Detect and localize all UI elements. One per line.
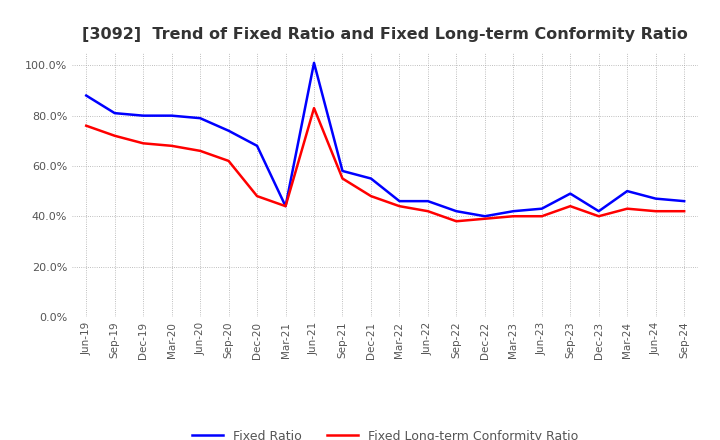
Fixed Long-term Conformity Ratio bbox=[595, 213, 603, 219]
Fixed Ratio bbox=[652, 196, 660, 201]
Fixed Long-term Conformity Ratio bbox=[338, 176, 347, 181]
Fixed Ratio bbox=[253, 143, 261, 148]
Fixed Long-term Conformity Ratio bbox=[680, 209, 688, 214]
Fixed Ratio bbox=[196, 116, 204, 121]
Title: [3092]  Trend of Fixed Ratio and Fixed Long-term Conformity Ratio: [3092] Trend of Fixed Ratio and Fixed Lo… bbox=[82, 27, 688, 42]
Fixed Long-term Conformity Ratio bbox=[225, 158, 233, 164]
Fixed Ratio bbox=[338, 169, 347, 174]
Fixed Long-term Conformity Ratio bbox=[82, 123, 91, 128]
Fixed Long-term Conformity Ratio bbox=[282, 204, 290, 209]
Fixed Long-term Conformity Ratio bbox=[452, 219, 461, 224]
Line: Fixed Ratio: Fixed Ratio bbox=[86, 63, 684, 216]
Fixed Ratio bbox=[395, 198, 404, 204]
Fixed Long-term Conformity Ratio bbox=[423, 209, 432, 214]
Fixed Long-term Conformity Ratio bbox=[110, 133, 119, 139]
Fixed Ratio bbox=[509, 209, 518, 214]
Fixed Long-term Conformity Ratio bbox=[509, 213, 518, 219]
Fixed Long-term Conformity Ratio bbox=[167, 143, 176, 148]
Fixed Long-term Conformity Ratio bbox=[480, 216, 489, 221]
Fixed Long-term Conformity Ratio bbox=[395, 204, 404, 209]
Fixed Ratio bbox=[366, 176, 375, 181]
Fixed Long-term Conformity Ratio bbox=[566, 204, 575, 209]
Fixed Ratio bbox=[82, 93, 91, 98]
Fixed Ratio bbox=[566, 191, 575, 196]
Legend: Fixed Ratio, Fixed Long-term Conformity Ratio: Fixed Ratio, Fixed Long-term Conformity … bbox=[187, 425, 583, 440]
Fixed Ratio bbox=[310, 60, 318, 66]
Fixed Ratio bbox=[537, 206, 546, 211]
Fixed Long-term Conformity Ratio bbox=[139, 141, 148, 146]
Fixed Ratio bbox=[452, 209, 461, 214]
Fixed Ratio bbox=[110, 110, 119, 116]
Fixed Long-term Conformity Ratio bbox=[310, 106, 318, 111]
Fixed Ratio bbox=[595, 209, 603, 214]
Fixed Ratio bbox=[139, 113, 148, 118]
Fixed Long-term Conformity Ratio bbox=[196, 148, 204, 154]
Fixed Long-term Conformity Ratio bbox=[537, 213, 546, 219]
Fixed Ratio bbox=[225, 128, 233, 133]
Fixed Long-term Conformity Ratio bbox=[253, 194, 261, 199]
Fixed Long-term Conformity Ratio bbox=[366, 194, 375, 199]
Fixed Ratio bbox=[282, 204, 290, 209]
Fixed Long-term Conformity Ratio bbox=[623, 206, 631, 211]
Fixed Ratio bbox=[623, 188, 631, 194]
Line: Fixed Long-term Conformity Ratio: Fixed Long-term Conformity Ratio bbox=[86, 108, 684, 221]
Fixed Ratio bbox=[480, 213, 489, 219]
Fixed Ratio bbox=[680, 198, 688, 204]
Fixed Ratio bbox=[167, 113, 176, 118]
Fixed Ratio bbox=[423, 198, 432, 204]
Fixed Long-term Conformity Ratio bbox=[652, 209, 660, 214]
